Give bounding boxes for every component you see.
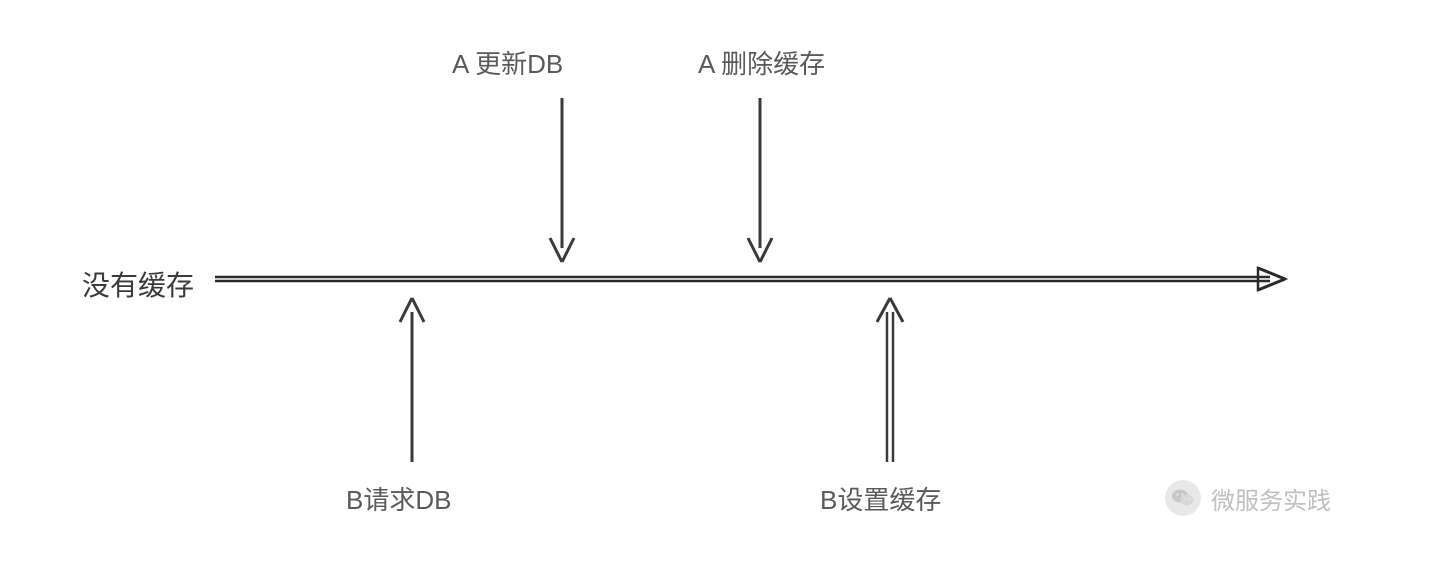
arrow-a-delete-cache xyxy=(748,98,772,262)
timeline-axis xyxy=(215,268,1285,290)
label-b-request-db: B请求DB xyxy=(346,480,451,517)
timeline-svg xyxy=(0,0,1452,562)
label-b-set-cache: B设置缓存 xyxy=(820,480,941,517)
arrow-b-request-db xyxy=(400,298,424,462)
axis-start-label: 没有缓存 xyxy=(82,264,194,304)
arrow-b-set-cache xyxy=(877,298,903,462)
wechat-icon xyxy=(1165,480,1201,516)
timeline-diagram: 没有缓存 A 更新DB A 删除缓存 B请求DB B设置缓存 微服务实践 xyxy=(0,0,1452,562)
label-a-update-db: A 更新DB xyxy=(452,44,563,81)
wechat-icon-svg xyxy=(1171,486,1195,510)
watermark: 微服务实践 xyxy=(1165,480,1331,516)
watermark-text: 微服务实践 xyxy=(1211,481,1331,516)
label-a-delete-cache: A 删除缓存 xyxy=(698,44,825,81)
axis-arrowhead xyxy=(1258,268,1285,290)
arrow-a-update-db xyxy=(550,98,574,262)
